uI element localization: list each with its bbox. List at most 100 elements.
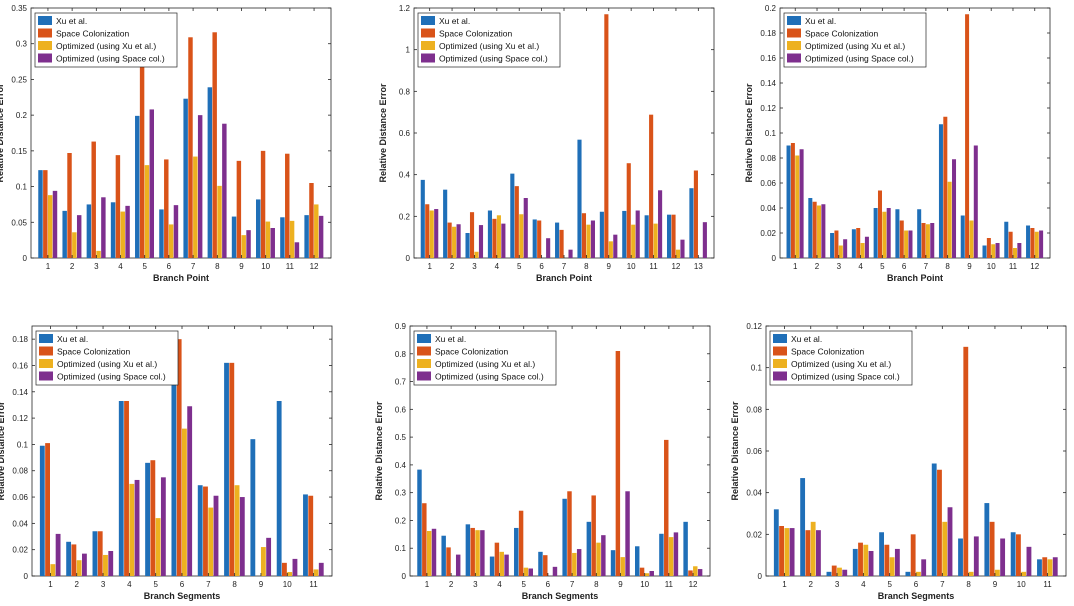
bar xyxy=(942,521,948,576)
bar xyxy=(265,221,271,258)
bar xyxy=(538,551,543,576)
bars xyxy=(786,14,1044,258)
bar xyxy=(581,213,587,258)
bar xyxy=(1004,221,1009,258)
bar xyxy=(1052,557,1058,576)
bar xyxy=(812,201,817,258)
legend-box xyxy=(769,330,913,386)
chart-3: 0 0.02 0.04 0.06 0.08 0.1 0.12 0.14 0.16 0.18 0.2 1… xyxy=(744,4,1051,283)
bar xyxy=(693,566,698,576)
bar xyxy=(596,542,601,576)
x-tick-label: 2 xyxy=(449,580,454,589)
x-tick-label: 10 xyxy=(640,580,649,589)
bar xyxy=(938,124,943,258)
legend-swatch xyxy=(417,359,431,368)
legend-entry: Space Colonization xyxy=(439,29,513,39)
bar xyxy=(958,538,963,576)
bar xyxy=(67,153,72,258)
bar xyxy=(197,115,203,258)
legend-box xyxy=(34,12,178,68)
y-tick-label: 0.06 xyxy=(12,493,28,502)
bar xyxy=(420,179,425,259)
y-tick-label: 0.02 xyxy=(760,229,776,238)
bar xyxy=(858,542,863,576)
bar xyxy=(465,233,470,258)
legend-swatch xyxy=(787,53,801,63)
bar xyxy=(1026,546,1032,576)
bar xyxy=(620,557,625,576)
bar xyxy=(1010,532,1016,576)
x-tick-label: 11 xyxy=(286,262,295,271)
bar xyxy=(203,486,208,576)
bar xyxy=(159,209,164,258)
bar xyxy=(422,503,427,576)
y-tick-label: 0.2 xyxy=(395,516,407,525)
bar xyxy=(947,507,953,576)
bar xyxy=(456,224,461,258)
x-tick-label: 9 xyxy=(259,580,264,589)
y-tick-label: 0.8 xyxy=(395,350,407,359)
x-tick-label: 3 xyxy=(94,262,99,271)
y-tick-label: 0.18 xyxy=(760,29,776,38)
bar xyxy=(653,223,658,259)
y-axis-label: Relative Distance Error xyxy=(378,83,388,183)
bar xyxy=(313,569,319,576)
legend-swatch xyxy=(773,371,787,381)
bar xyxy=(475,530,480,576)
bar xyxy=(860,243,865,258)
x-tick-label: 7 xyxy=(570,580,575,589)
y-tick-label: 0.1 xyxy=(17,440,29,449)
x-tick-label: 11 xyxy=(649,262,658,271)
bar xyxy=(134,479,140,576)
x-tick-label: 9 xyxy=(607,262,612,271)
bar xyxy=(478,225,484,258)
bar xyxy=(969,220,974,258)
legend-swatch xyxy=(421,16,435,25)
bar xyxy=(431,528,437,576)
bar xyxy=(208,507,214,576)
x-tick-label: 1 xyxy=(427,262,432,271)
x-tick-label: 9 xyxy=(618,580,623,589)
bar xyxy=(543,555,548,576)
bar xyxy=(173,205,179,258)
x-tick-label: 4 xyxy=(861,580,866,589)
y-tick-label: 0.08 xyxy=(746,405,762,414)
x-tick-label: 7 xyxy=(924,262,929,271)
y-tick-label: 0.2 xyxy=(16,111,28,120)
bar xyxy=(986,238,991,258)
legend-entry: Optimized (using Xu et al.) xyxy=(791,359,891,369)
bar xyxy=(973,536,979,576)
x-tick-label: 10 xyxy=(283,580,292,589)
bar xyxy=(425,204,430,258)
legend: Xu et al. Space Colonization Optimized (us… xyxy=(783,12,927,68)
x-tick-label: 11 xyxy=(1043,580,1052,589)
bar xyxy=(675,249,681,258)
bar xyxy=(784,528,790,576)
bar xyxy=(916,571,921,576)
x-tick-label: 6 xyxy=(539,262,544,271)
legend-entry: Optimized (using Xu et al.) xyxy=(439,41,539,51)
x-tick-label: 12 xyxy=(689,580,698,589)
bar xyxy=(282,562,287,576)
y-tick-label: 0.18 xyxy=(12,335,28,344)
bar xyxy=(314,204,319,258)
bar xyxy=(1047,559,1053,576)
bar xyxy=(984,503,990,576)
bar xyxy=(135,115,140,258)
x-axis-label: Branch Point xyxy=(887,273,943,283)
bar xyxy=(613,234,618,258)
y-tick-label: 0.15 xyxy=(11,147,27,156)
x-tick-label: 2 xyxy=(815,262,820,271)
legend-entry: Xu et al. xyxy=(791,334,822,344)
bar xyxy=(256,199,261,258)
x-tick-label: 8 xyxy=(945,262,950,271)
bar xyxy=(1026,225,1031,258)
bar xyxy=(492,218,497,258)
bar xyxy=(805,530,811,576)
legend-box xyxy=(35,330,179,386)
legend-swatch xyxy=(38,16,52,25)
y-tick-label: 0.05 xyxy=(11,218,27,227)
bar xyxy=(514,527,519,576)
bar xyxy=(86,204,92,258)
bar xyxy=(572,552,577,576)
